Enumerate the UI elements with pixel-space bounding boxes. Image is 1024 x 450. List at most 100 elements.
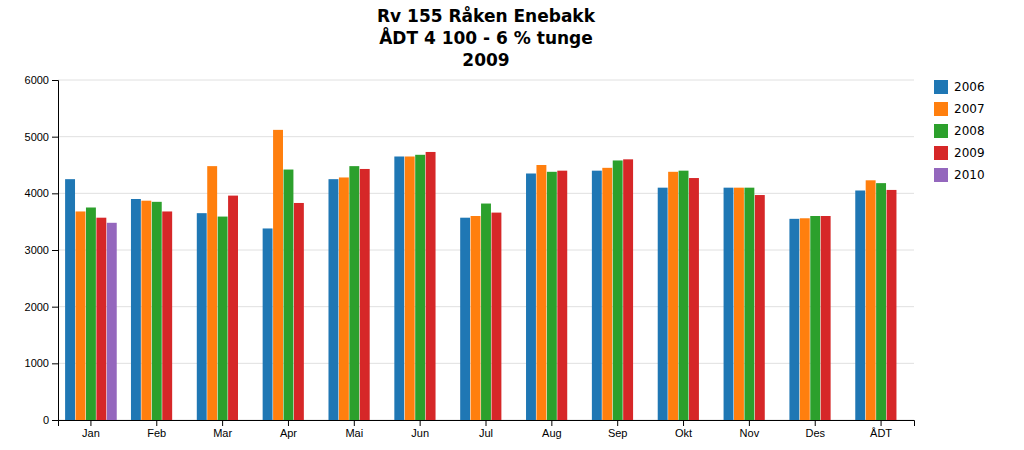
bar [141,201,151,420]
bar [197,213,207,420]
title: Rv 155 Råken EnebakkÅDT 4 100 - 6 % tung… [377,5,596,70]
bar [613,160,623,420]
legend-item: 2009 [934,146,985,160]
tick-label: Nov [740,427,760,439]
tick: 2000 [25,301,58,313]
legend-swatch [934,168,948,182]
bar [394,157,404,421]
tick-mark [486,420,487,426]
x-axis: Jan Feb Mar Apr Mai Jun Jul Aug Sep Okt Nov Des ÅDT [59,420,915,439]
bar [668,172,678,420]
tick: Jul [479,420,493,439]
tick-mark [52,420,58,421]
tick: Okt [675,420,692,439]
bar [339,177,349,420]
tick: 4000 [25,187,58,199]
tick-label: 1000 [25,357,49,369]
tick: Jan [82,420,100,439]
tick: 6000 [25,74,58,86]
bar [284,170,294,420]
bar [789,219,799,420]
tick-mark [52,250,58,251]
tick: Mar [213,420,232,439]
bar [744,188,754,420]
legend-label: 2010 [954,168,985,182]
bar-series [86,155,886,420]
bar [228,196,238,420]
tick-label: 6000 [25,74,49,86]
bar [547,172,557,420]
bar [294,203,304,420]
tick: Apr [280,420,297,439]
bar [536,165,546,420]
bar [360,169,370,420]
bar [876,183,886,420]
bar [866,180,876,420]
legend-label: 2008 [954,124,985,138]
tick-mark [90,420,91,426]
tick-label: 0 [43,414,49,426]
tick: 3000 [25,244,58,256]
tick: Feb [147,420,166,439]
tick-label: 5000 [25,131,49,143]
bar [162,211,172,420]
legend-item: 2006 [934,80,985,94]
tick-label: Mai [345,427,363,439]
title-line: Rv 155 Råken Enebakk [377,5,596,26]
bar-series [76,130,876,420]
tick-mark [683,420,684,426]
y-axis: 0 1000 2000 3000 4000 5000 6000 [25,74,59,426]
tick-label: 2000 [25,301,49,313]
tick: Mai [345,420,363,439]
tick-label: Des [805,427,825,439]
bar [131,199,141,420]
bar [349,166,359,420]
tick-label: ÅDT [870,427,892,439]
legend-swatch [934,146,948,160]
bar [887,190,897,420]
tick-mark [52,307,58,308]
legend-item: 2010 [934,168,985,182]
bar [273,130,283,420]
grid-line [58,193,914,194]
tick-mark [420,420,421,426]
legend-item: 2008 [934,124,985,138]
bar-series [96,152,896,420]
tick-label: Okt [675,427,692,439]
grid-line [58,136,914,137]
tick: Nov [740,420,760,439]
bar [96,218,106,420]
tick: Aug [542,420,562,439]
tick: 0 [43,414,58,426]
bar [460,218,470,420]
tick: 1000 [25,357,58,369]
legend-swatch [934,80,948,94]
tick: 5000 [25,131,58,143]
tick-mark [749,420,750,426]
bar [481,204,491,420]
tick-mark [881,420,882,426]
tick-mark [288,420,289,426]
bar [810,216,820,420]
tick-label: Feb [147,427,166,439]
tick: Jun [411,420,429,439]
tick-mark [52,80,58,81]
bar [76,211,86,420]
bar [689,178,699,420]
bar [526,174,536,421]
bar [724,188,734,420]
bar [800,218,810,420]
bar [755,195,765,420]
bar [426,152,436,420]
tick-label: Sep [608,427,628,439]
tick-label: Aug [542,427,562,439]
bar [602,168,612,420]
bar [592,171,602,420]
tick-label: 3000 [25,244,49,256]
chart: Rv 155 Råken EnebakkÅDT 4 100 - 6 % tung… [0,0,1024,450]
plot-area: 0 1000 2000 3000 4000 5000 6000 Jan Feb Mar Apr Mai… [25,74,915,439]
tick-label: Jun [411,427,429,439]
tick-mark [52,193,58,194]
tick-mark [222,420,223,426]
bar [263,228,273,420]
